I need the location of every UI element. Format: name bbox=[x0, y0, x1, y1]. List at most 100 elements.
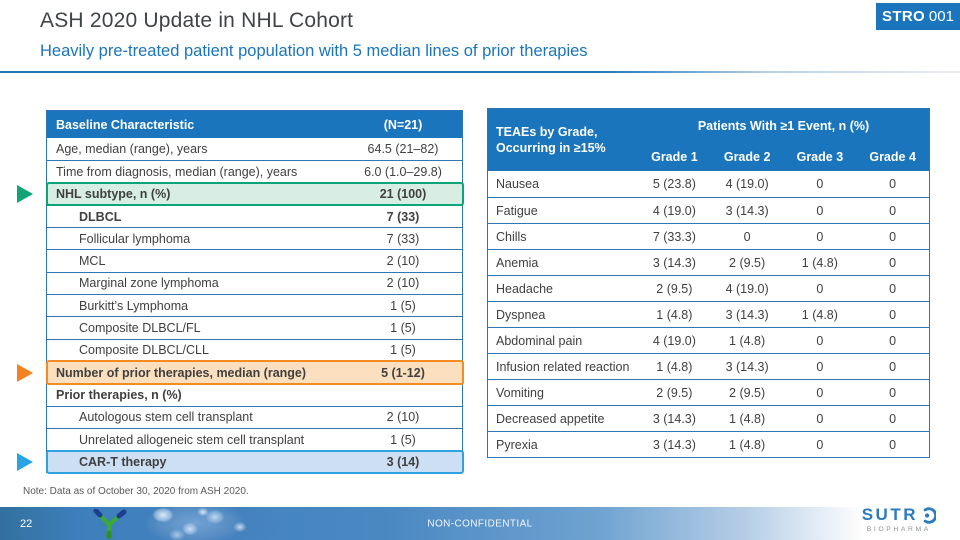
baseline-row-label: Burkitt’s Lymphoma bbox=[79, 298, 189, 313]
teae-row-values: 4 (19.0) 3 (14.3) 0 0 bbox=[638, 204, 929, 218]
baseline-row-label: Age, median (range), years bbox=[56, 142, 208, 157]
teae-cell-value: 0 bbox=[889, 203, 897, 218]
teae-corner-line1: TEAEs by Grade, bbox=[496, 124, 598, 139]
teae-row: Anemia 3 (14.3) 2 (9.5) 1 (4.8) 0 bbox=[488, 249, 929, 275]
teae-span-header: Patients With ≥1 Event, n (%) bbox=[697, 118, 870, 133]
teae-row-values: 2 (9.5) 4 (19.0) 0 0 bbox=[638, 282, 929, 296]
teae-cell-value: 4 (19.0) bbox=[725, 177, 769, 191]
baseline-row-value: 1 (5) bbox=[390, 321, 416, 336]
baseline-row-label: Time from diagnosis, median (range), yea… bbox=[56, 164, 298, 179]
teae-cell-value: 0 bbox=[889, 385, 897, 400]
teae-row-values: 3 (14.3) 1 (4.8) 0 0 bbox=[638, 412, 929, 426]
baseline-row: Number of prior therapies, median (range… bbox=[17, 360, 464, 385]
baseline-row-label: Marginal zone lymphoma bbox=[79, 276, 219, 291]
teae-cell-value: 0 bbox=[889, 281, 897, 296]
teae-cell-value: 0 bbox=[816, 333, 824, 348]
baseline-row-label: NHL subtype, n (%) bbox=[56, 187, 171, 202]
grade-column-header: Grade 3 bbox=[796, 149, 844, 164]
teae-row-values: 4 (19.0) 1 (4.8) 0 0 bbox=[638, 334, 929, 348]
baseline-table-header: Baseline Characteristic (N=21) bbox=[47, 111, 462, 138]
teae-row-label: Anemia bbox=[496, 255, 539, 270]
baseline-row-value: 7 (33) bbox=[386, 209, 420, 224]
blue-arrow-icon bbox=[17, 452, 33, 471]
teae-row-values: 2 (9.5) 2 (9.5) 0 0 bbox=[638, 386, 929, 400]
teae-grade-headers: Grade 1 Grade 2 Grade 3 Grade 4 bbox=[638, 142, 929, 171]
molecule-image bbox=[85, 507, 295, 540]
baseline-table-body: Age, median (range), years 64.5 (21–82) Ti… bbox=[17, 138, 464, 474]
teae-cell-value: 3 (14.3) bbox=[652, 411, 696, 426]
teae-row: Vomiting 2 (9.5) 2 (9.5) 0 0 bbox=[488, 379, 929, 405]
baseline-row: Time from diagnosis, median (range), yea… bbox=[47, 160, 462, 183]
teae-row: Dyspnea 1 (4.8) 3 (14.3) 1 (4.8) 0 bbox=[488, 301, 929, 327]
teae-row-label: Dyspnea bbox=[496, 307, 546, 322]
teae-row-label: Abdominal pain bbox=[496, 333, 583, 348]
teae-cell-value: 5 (23.8) bbox=[652, 177, 696, 191]
teae-cell-value: 0 bbox=[816, 437, 824, 452]
teae-cell-value: 0 bbox=[889, 359, 897, 374]
teae-cell-value: 2 (9.5) bbox=[656, 281, 693, 296]
baseline-row: Composite DLBCL/FL 1 (5) bbox=[47, 316, 462, 339]
teae-row-values: 1 (4.8) 3 (14.3) 0 0 bbox=[638, 360, 929, 374]
baseline-row: Follicular lymphoma 7 (33) bbox=[47, 227, 462, 250]
teae-row: Infusion related reaction 1 (4.8) 3 (14.3)… bbox=[488, 353, 929, 379]
baseline-row-value: 2 (10) bbox=[386, 410, 420, 425]
baseline-row: Composite DLBCL/CLL 1 (5) bbox=[47, 338, 462, 361]
teae-row: Nausea 5 (23.8) 4 (19.0) 0 0 bbox=[488, 171, 929, 197]
baseline-row-value: 1 (5) bbox=[390, 432, 416, 447]
page-number: 22 bbox=[20, 517, 33, 530]
teae-cell-value: 0 bbox=[816, 177, 824, 191]
teae-row: Headache 2 (9.5) 4 (19.0) 0 0 bbox=[488, 275, 929, 301]
badge-brand: STRO bbox=[882, 8, 925, 25]
teae-cell-value: 0 bbox=[889, 437, 897, 452]
baseline-row-value: 6.0 (1.0–29.8) bbox=[364, 164, 442, 179]
teae-table-body: Nausea 5 (23.8) 4 (19.0) 0 0 Fatigue 4 (19.0) 3… bbox=[488, 171, 929, 457]
logo-o-icon bbox=[923, 506, 936, 524]
teae-row-values: 5 (23.8) 4 (19.0) 0 0 bbox=[638, 177, 929, 191]
teae-cell-value: 3 (14.3) bbox=[725, 203, 769, 218]
antibody-icon bbox=[93, 509, 127, 539]
baseline-row-label: Unrelated allogeneic stem cell transplan… bbox=[79, 432, 305, 447]
baseline-row-value: 2 (10) bbox=[386, 254, 420, 269]
teae-cell-value: 1 (4.8) bbox=[729, 437, 766, 452]
teae-cell-value: 0 bbox=[889, 177, 897, 191]
baseline-row: CAR-T therapy 3 (14) bbox=[17, 449, 464, 474]
teae-row-label: Decreased appetite bbox=[496, 411, 605, 426]
teae-cell-value: 0 bbox=[816, 281, 824, 296]
baseline-row-value: 2 (10) bbox=[386, 276, 420, 291]
teae-cell-value: 4 (19.0) bbox=[725, 281, 769, 296]
baseline-row-label: Prior therapies, n (%) bbox=[56, 387, 182, 402]
teae-row: Decreased appetite 3 (14.3) 1 (4.8) 0 0 bbox=[488, 405, 929, 431]
baseline-characteristics-table: Baseline Characteristic (N=21) Age, medi… bbox=[17, 110, 464, 474]
grade-column-header: Grade 1 bbox=[651, 149, 698, 164]
baseline-row: DLBCL 7 (33) bbox=[47, 204, 462, 228]
baseline-row-label: Number of prior therapies, median (range… bbox=[56, 365, 307, 380]
baseline-header-n: (N=21) bbox=[383, 117, 423, 132]
teae-cell-value: 4 (19.0) bbox=[652, 333, 696, 348]
confidentiality-label: NON-CONFIDENTIAL bbox=[427, 518, 533, 529]
baseline-row-value: 3 (14) bbox=[386, 454, 420, 469]
teae-row-values: 3 (14.3) 1 (4.8) 0 0 bbox=[638, 438, 929, 452]
header-divider bbox=[0, 71, 960, 73]
baseline-row-value: 1 (5) bbox=[390, 298, 416, 313]
teae-cell-value: 4 (19.0) bbox=[652, 203, 696, 218]
baseline-row-value: 1 (5) bbox=[390, 343, 416, 358]
teae-cell-value: 0 bbox=[889, 333, 897, 348]
baseline-row: NHL subtype, n (%) 21 (100) bbox=[17, 182, 464, 207]
teae-row-values: 1 (4.8) 3 (14.3) 1 (4.8) 0 bbox=[638, 308, 929, 322]
teae-corner-header: TEAEs by Grade, Occurring in ≥15% bbox=[488, 109, 638, 171]
baseline-row-label: Autologous stem cell transplant bbox=[79, 410, 253, 425]
teae-row: Fatigue 4 (19.0) 3 (14.3) 0 0 bbox=[488, 197, 929, 223]
baseline-row-label: MCL bbox=[79, 254, 106, 269]
teae-table-header: TEAEs by Grade, Occurring in ≥15% Patien… bbox=[488, 109, 929, 171]
teae-row-label: Vomiting bbox=[496, 385, 544, 400]
teae-row-label: Chills bbox=[496, 229, 527, 244]
teae-row-label: Pyrexia bbox=[496, 437, 538, 452]
teae-cell-value: 0 bbox=[889, 411, 897, 426]
badge-number: 001 bbox=[928, 8, 954, 25]
teae-cell-value: 3 (14.3) bbox=[652, 255, 696, 270]
teae-cell-value: 0 bbox=[816, 359, 824, 374]
teae-row-label: Nausea bbox=[496, 177, 540, 191]
footnote: Note: Data as of October 30, 2020 from A… bbox=[23, 486, 249, 497]
teae-cell-value: 0 bbox=[889, 255, 897, 270]
teae-corner-line2: Occurring in ≥15% bbox=[496, 141, 606, 155]
